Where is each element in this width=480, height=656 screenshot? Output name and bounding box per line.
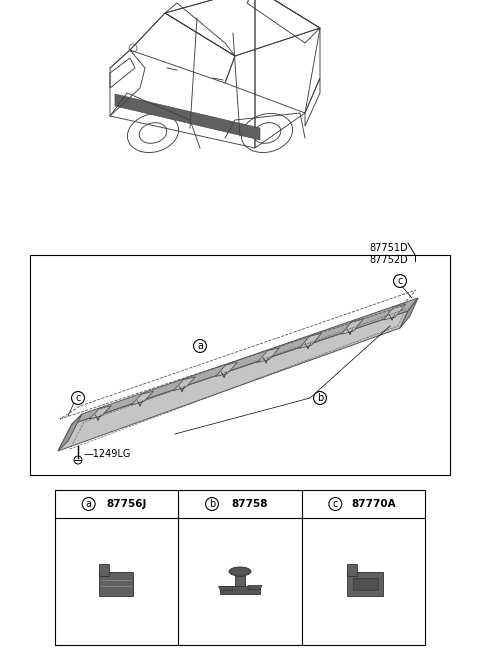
Polygon shape bbox=[72, 298, 418, 424]
Ellipse shape bbox=[229, 567, 251, 576]
Polygon shape bbox=[248, 586, 262, 590]
Polygon shape bbox=[173, 377, 195, 391]
Polygon shape bbox=[353, 577, 378, 590]
Text: b: b bbox=[209, 499, 215, 509]
Polygon shape bbox=[300, 333, 322, 348]
Text: 87756J: 87756J bbox=[107, 499, 147, 509]
Text: 87770A: 87770A bbox=[351, 499, 396, 509]
Text: 87758: 87758 bbox=[232, 499, 268, 509]
Polygon shape bbox=[235, 575, 245, 586]
Text: b: b bbox=[317, 393, 323, 403]
Polygon shape bbox=[58, 414, 82, 451]
Text: —1249LG: —1249LG bbox=[84, 449, 132, 459]
Polygon shape bbox=[348, 564, 357, 575]
Polygon shape bbox=[216, 362, 238, 377]
Polygon shape bbox=[348, 571, 384, 596]
Text: a: a bbox=[197, 341, 203, 351]
Text: c: c bbox=[75, 393, 81, 403]
Text: 87751D
87752D: 87751D 87752D bbox=[369, 243, 408, 264]
Polygon shape bbox=[220, 586, 260, 594]
Polygon shape bbox=[257, 348, 279, 362]
Polygon shape bbox=[99, 571, 132, 596]
Polygon shape bbox=[89, 406, 111, 419]
Polygon shape bbox=[99, 564, 108, 575]
Polygon shape bbox=[132, 391, 154, 405]
Text: c: c bbox=[333, 499, 338, 509]
Polygon shape bbox=[341, 319, 363, 334]
Text: c: c bbox=[397, 276, 403, 286]
Polygon shape bbox=[58, 311, 408, 451]
Text: a: a bbox=[85, 499, 92, 509]
Polygon shape bbox=[384, 304, 406, 320]
Polygon shape bbox=[218, 586, 232, 590]
Polygon shape bbox=[400, 298, 418, 328]
Polygon shape bbox=[115, 94, 260, 140]
